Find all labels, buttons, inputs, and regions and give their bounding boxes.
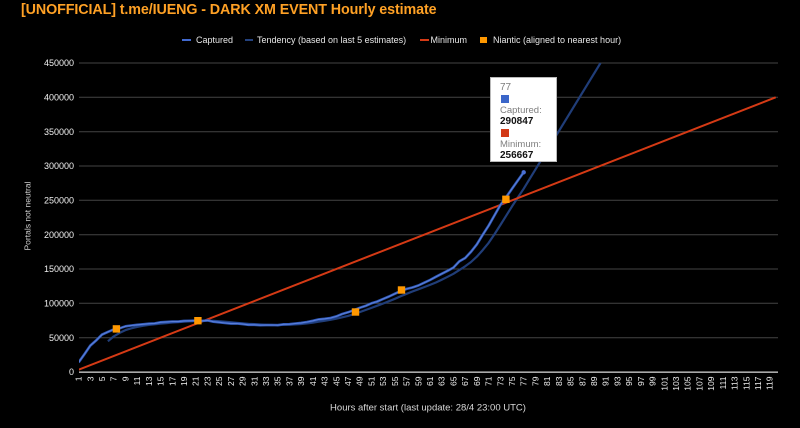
svg-text:39: 39 (296, 376, 306, 386)
svg-text:49: 49 (355, 376, 365, 386)
svg-text:27: 27 (226, 376, 236, 386)
svg-text:9: 9 (121, 376, 131, 381)
svg-text:47: 47 (343, 376, 353, 386)
svg-text:5: 5 (97, 376, 107, 381)
svg-text:17: 17 (167, 376, 177, 386)
svg-text:150000: 150000 (44, 264, 74, 274)
svg-text:65: 65 (448, 376, 458, 386)
svg-text:Hours after start (last update: Hours after start (last update: 28/4 23:… (330, 403, 526, 414)
svg-text:93: 93 (612, 376, 622, 386)
svg-text:450000: 450000 (44, 58, 74, 68)
svg-text:73: 73 (495, 376, 505, 386)
svg-text:59: 59 (413, 376, 423, 386)
svg-text:200000: 200000 (44, 230, 74, 240)
svg-text:53: 53 (378, 376, 388, 386)
svg-text:67: 67 (460, 376, 470, 386)
svg-text:113: 113 (730, 376, 740, 390)
svg-text:100000: 100000 (44, 299, 74, 309)
svg-text:117: 117 (753, 376, 763, 390)
svg-text:33: 33 (261, 376, 271, 386)
svg-text:1: 1 (74, 376, 84, 381)
svg-text:91: 91 (601, 376, 611, 386)
svg-text:83: 83 (554, 376, 564, 386)
svg-text:7: 7 (109, 376, 119, 381)
svg-text:111: 111 (718, 376, 728, 389)
svg-text:45: 45 (331, 376, 341, 386)
svg-text:95: 95 (624, 376, 634, 386)
svg-text:19: 19 (179, 376, 189, 386)
svg-text:61: 61 (425, 376, 435, 386)
svg-text:300000: 300000 (44, 161, 74, 171)
svg-text:51: 51 (367, 376, 377, 386)
svg-text:109: 109 (706, 376, 716, 390)
svg-text:77: 77 (519, 376, 529, 386)
svg-text:75: 75 (507, 376, 517, 386)
svg-text:107: 107 (694, 376, 704, 390)
svg-text:69: 69 (472, 376, 482, 386)
svg-text:350000: 350000 (44, 127, 74, 137)
svg-text:87: 87 (577, 376, 587, 386)
svg-text:101: 101 (659, 376, 669, 390)
svg-text:23: 23 (203, 376, 213, 386)
svg-text:21: 21 (191, 376, 201, 386)
svg-text:3: 3 (85, 376, 95, 381)
svg-text:400000: 400000 (44, 93, 74, 103)
svg-text:55: 55 (390, 376, 400, 386)
svg-text:35: 35 (273, 376, 283, 386)
svg-text:11: 11 (132, 376, 142, 385)
svg-text:43: 43 (320, 376, 330, 386)
svg-text:41: 41 (308, 376, 318, 386)
svg-text:71: 71 (484, 376, 494, 386)
svg-text:81: 81 (542, 376, 552, 386)
svg-text:97: 97 (636, 376, 646, 386)
svg-text:31: 31 (249, 376, 259, 386)
svg-text:85: 85 (566, 376, 576, 386)
svg-text:Portals not neutral: Portals not neutral (23, 181, 33, 250)
svg-text:0: 0 (69, 367, 74, 377)
svg-text:13: 13 (144, 376, 154, 386)
svg-text:250000: 250000 (44, 196, 74, 206)
svg-text:99: 99 (648, 376, 658, 386)
svg-text:15: 15 (156, 376, 166, 386)
svg-text:79: 79 (530, 376, 540, 386)
svg-text:89: 89 (589, 376, 599, 386)
svg-text:37: 37 (285, 376, 295, 386)
svg-text:25: 25 (214, 376, 224, 386)
svg-text:103: 103 (671, 376, 681, 390)
svg-text:105: 105 (683, 376, 693, 390)
svg-text:57: 57 (402, 376, 412, 386)
svg-text:29: 29 (238, 376, 248, 386)
svg-text:119: 119 (765, 376, 775, 390)
svg-text:115: 115 (741, 376, 751, 390)
svg-text:63: 63 (437, 376, 447, 386)
svg-text:50000: 50000 (49, 333, 74, 343)
